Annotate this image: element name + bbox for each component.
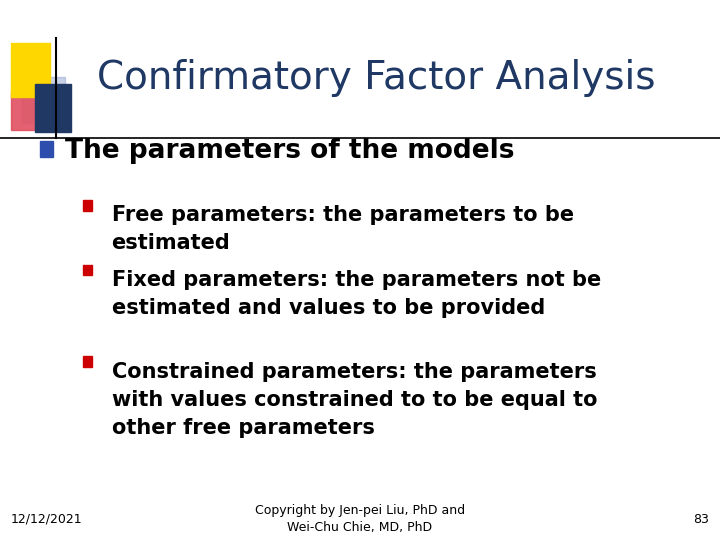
Text: Constrained parameters: the parameters
with values constrained to to be equal to: Constrained parameters: the parameters w… — [112, 362, 597, 438]
Bar — [11, 43, 50, 97]
Bar — [40, 141, 53, 157]
Bar — [83, 265, 92, 275]
Text: 12/12/2021: 12/12/2021 — [11, 513, 82, 526]
Text: 83: 83 — [693, 513, 709, 526]
Text: Confirmatory Factor Analysis: Confirmatory Factor Analysis — [97, 59, 656, 97]
Bar — [35, 84, 71, 132]
Text: The parameters of the models: The parameters of the models — [65, 138, 514, 164]
Text: Free parameters: the parameters to be
estimated: Free parameters: the parameters to be es… — [112, 205, 574, 253]
Bar — [22, 77, 65, 123]
Bar — [11, 91, 40, 130]
Text: Copyright by Jen-pei Liu, PhD and
Wei-Chu Chie, MD, PhD: Copyright by Jen-pei Liu, PhD and Wei-Ch… — [255, 504, 465, 535]
Text: Fixed parameters: the parameters not be
estimated and values to be provided: Fixed parameters: the parameters not be … — [112, 270, 601, 318]
Bar — [83, 356, 92, 367]
Bar — [83, 200, 92, 211]
